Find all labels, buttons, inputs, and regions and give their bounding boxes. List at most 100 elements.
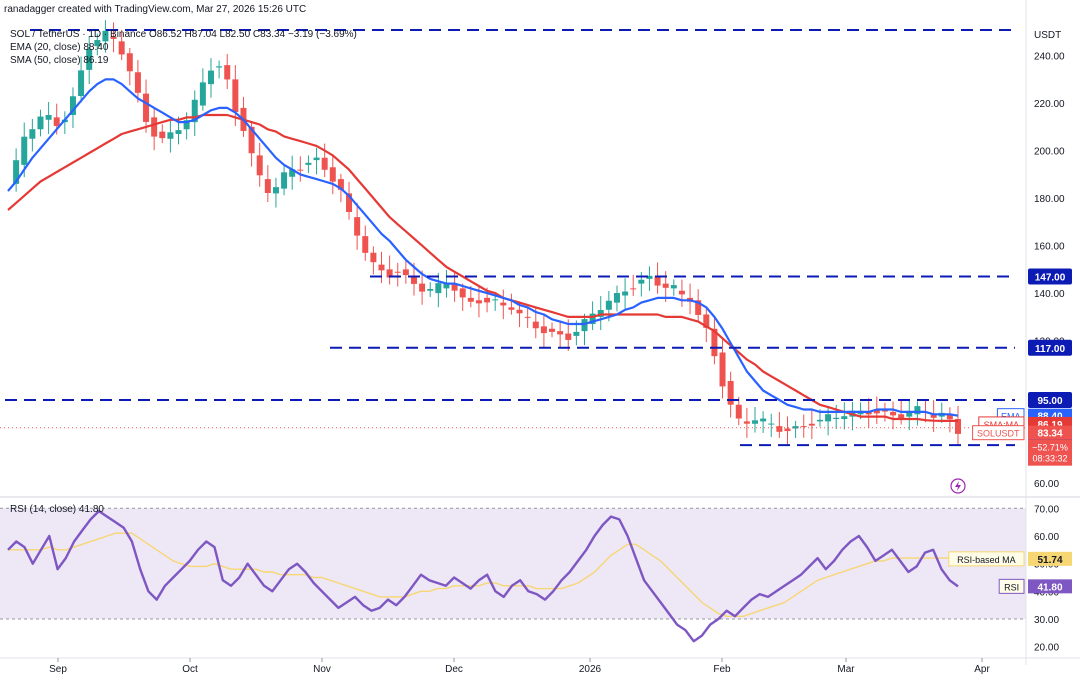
candle[interactable] [329, 167, 336, 182]
candle[interactable] [475, 300, 482, 304]
candle[interactable] [735, 404, 742, 419]
candle[interactable] [53, 117, 60, 126]
candle[interactable] [102, 30, 109, 42]
candle[interactable] [386, 269, 393, 278]
candle[interactable] [890, 411, 897, 416]
candle[interactable] [816, 419, 823, 422]
candle[interactable] [930, 414, 937, 418]
candle[interactable] [841, 416, 848, 419]
candle[interactable] [289, 169, 296, 177]
candle[interactable] [573, 331, 580, 336]
candle[interactable] [678, 290, 685, 295]
candle[interactable] [581, 319, 588, 332]
candle[interactable] [216, 66, 223, 68]
candle[interactable] [21, 136, 28, 165]
candle[interactable] [500, 302, 507, 306]
candle[interactable] [37, 116, 44, 130]
lightning-icon[interactable] [950, 478, 966, 494]
candle[interactable] [394, 271, 401, 273]
candle[interactable] [833, 417, 840, 419]
rsi-legend[interactable]: RSI (14, close) 41.80 [10, 504, 104, 515]
candle[interactable] [272, 187, 279, 194]
candle[interactable] [443, 284, 450, 289]
candle[interactable] [427, 288, 434, 291]
candle[interactable] [78, 70, 85, 96]
candle[interactable] [451, 283, 458, 291]
candle[interactable] [613, 293, 620, 303]
rsi-pane[interactable] [0, 507, 1026, 643]
candle[interactable] [378, 264, 385, 271]
candle[interactable] [207, 70, 214, 85]
candle[interactable] [508, 307, 515, 310]
candle[interactable] [337, 179, 344, 190]
candle[interactable] [199, 82, 206, 106]
candle[interactable] [776, 426, 783, 432]
candle[interactable] [646, 275, 653, 279]
candle[interactable] [264, 179, 271, 193]
candle[interactable] [232, 79, 239, 113]
candle[interactable] [297, 169, 304, 171]
candle[interactable] [45, 115, 52, 120]
candle[interactable] [354, 217, 361, 236]
candle[interactable] [589, 313, 596, 324]
candle[interactable] [719, 352, 726, 387]
candle[interactable] [532, 321, 539, 329]
candle[interactable] [151, 117, 158, 137]
candle[interactable] [191, 99, 198, 123]
candle[interactable] [94, 40, 101, 47]
candle[interactable] [256, 155, 263, 176]
candle[interactable] [906, 411, 913, 417]
candle[interactable] [622, 291, 629, 296]
candle[interactable] [159, 131, 166, 139]
candle[interactable] [410, 276, 417, 284]
candle[interactable] [865, 411, 872, 415]
candle[interactable] [800, 426, 807, 428]
candle[interactable] [459, 288, 466, 298]
candle[interactable] [110, 36, 117, 39]
candle[interactable] [549, 328, 556, 332]
candle[interactable] [638, 279, 645, 284]
candle[interactable] [305, 162, 312, 165]
candle[interactable] [126, 53, 133, 72]
candle[interactable] [760, 418, 767, 422]
candle[interactable] [419, 283, 426, 292]
candle[interactable] [540, 326, 547, 334]
candle[interactable] [175, 130, 182, 134]
candle[interactable] [914, 406, 921, 415]
candle[interactable] [557, 331, 564, 335]
candle[interactable] [143, 93, 150, 122]
rsi-line[interactable] [7, 509, 959, 643]
candle[interactable] [605, 300, 612, 310]
candle[interactable] [825, 414, 832, 422]
candle[interactable] [248, 126, 255, 154]
candle[interactable] [743, 421, 750, 424]
ema-legend[interactable]: EMA (20, close) 88.40 [10, 42, 109, 53]
candle[interactable] [898, 414, 905, 420]
candle[interactable] [946, 414, 953, 420]
candle[interactable] [118, 41, 125, 55]
candle[interactable] [752, 420, 759, 424]
candle[interactable] [224, 65, 231, 80]
candle[interactable] [134, 72, 141, 93]
sma-legend[interactable]: SMA (50, close) 86.19 [10, 55, 109, 66]
candle[interactable] [402, 269, 409, 276]
candle[interactable] [630, 288, 637, 290]
candle[interactable] [711, 328, 718, 357]
candle[interactable] [29, 129, 36, 139]
candle[interactable] [484, 297, 491, 303]
candle[interactable] [313, 157, 320, 161]
candle[interactable] [13, 160, 20, 184]
candle[interactable] [69, 96, 76, 115]
candle[interactable] [727, 381, 734, 405]
candle[interactable] [467, 297, 474, 302]
candle[interactable] [768, 423, 775, 425]
candle[interactable] [346, 193, 353, 213]
candle[interactable] [370, 252, 377, 263]
candle[interactable] [662, 283, 669, 288]
candle[interactable] [492, 299, 499, 301]
candle[interactable] [955, 419, 961, 434]
candle[interactable] [703, 314, 710, 328]
candle[interactable] [516, 309, 523, 314]
candle[interactable] [281, 172, 288, 189]
candle[interactable] [321, 157, 328, 170]
